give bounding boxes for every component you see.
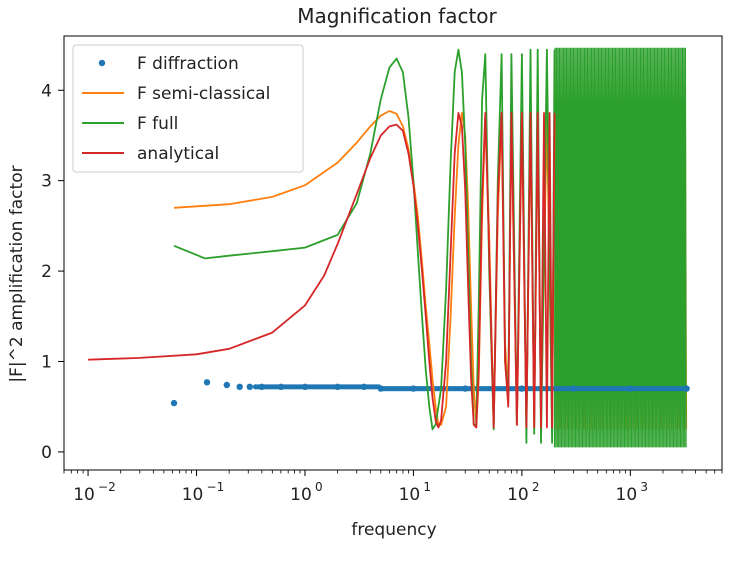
legend-box <box>72 44 304 173</box>
x-tick-label: 10 <box>399 485 421 505</box>
diffraction-point <box>277 383 285 390</box>
plot-frame <box>63 35 723 471</box>
y-tick-label: 4 <box>41 81 52 101</box>
diffraction-point <box>570 385 577 392</box>
x-tick-label: 10 <box>507 485 529 505</box>
diffraction-point <box>683 385 690 392</box>
diffraction-point <box>334 383 341 390</box>
x-tick-exponent: −2 <box>98 480 116 494</box>
diffraction-point <box>301 383 309 390</box>
legend: F diffraction F semi-classical F full analy… <box>72 44 304 173</box>
y-axis-label: |F|^2 amplification factor <box>7 165 27 382</box>
x-tick-exponent: 1 <box>423 480 431 494</box>
legend-label: analytical <box>137 144 219 164</box>
series-layer <box>88 48 690 444</box>
oscillation-band-full <box>553 47 687 448</box>
x-tick-exponent: 0 <box>315 480 323 494</box>
y-tick-label: 2 <box>41 262 52 282</box>
y-tick-label: 1 <box>41 353 52 373</box>
legend-marker <box>98 59 106 67</box>
series-line-analytical <box>88 112 556 429</box>
x-axis-ticks: 10 −2 10 −1 10 0 10 1 10 2 10 3 <box>63 470 723 505</box>
x-tick-label: 10 <box>182 485 204 505</box>
diffraction-point <box>258 383 265 390</box>
diffraction-point <box>518 385 526 392</box>
full-oscillation <box>553 47 687 448</box>
x-tick-exponent: −1 <box>207 480 225 494</box>
diffraction-point <box>410 385 417 392</box>
x-tick-label: 10 <box>73 485 95 505</box>
y-axis-ticks: 0 1 2 3 4 <box>41 81 64 463</box>
diffraction-point <box>246 383 253 390</box>
y-tick-label: 0 <box>41 443 52 463</box>
legend-label: F diffraction <box>137 54 239 74</box>
diffraction-point <box>627 385 634 392</box>
y-tick-label: 3 <box>41 172 52 192</box>
diffraction-point <box>462 385 469 392</box>
x-axis-label: frequency <box>351 520 436 540</box>
x-tick-exponent: 3 <box>640 480 648 494</box>
x-tick-exponent: 2 <box>532 480 540 494</box>
diffraction-point <box>203 379 211 386</box>
x-tick-label: 10 <box>290 485 312 505</box>
diffraction-point <box>223 381 230 389</box>
chart-title: Magnification factor <box>297 4 497 28</box>
diffraction-point <box>360 383 368 390</box>
diffraction-point <box>377 385 384 392</box>
legend-label: F full <box>137 114 178 134</box>
diffraction-point <box>170 399 178 407</box>
diffraction-point <box>236 383 243 390</box>
x-tick-label: 10 <box>616 485 638 505</box>
legend-label: F semi-classical <box>137 84 270 104</box>
